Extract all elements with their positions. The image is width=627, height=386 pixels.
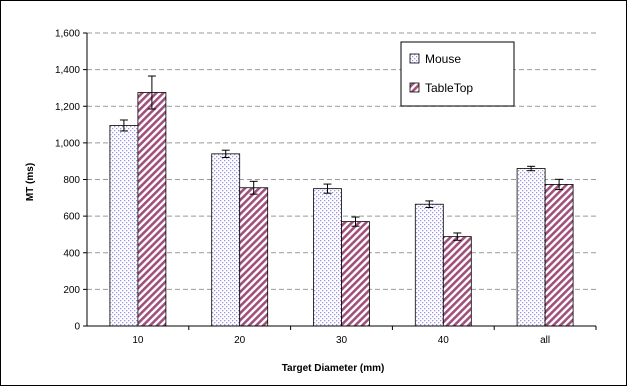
bar-mouse-30 bbox=[313, 188, 342, 327]
bars bbox=[109, 92, 574, 327]
error-bars bbox=[119, 75, 564, 241]
y-tick-label: 1,200 bbox=[55, 102, 80, 113]
x-tick-label: 40 bbox=[438, 335, 450, 346]
legend-swatch-tabletop bbox=[409, 82, 420, 93]
bar-tabletop-10 bbox=[137, 92, 167, 327]
y-tick-label: 800 bbox=[63, 175, 80, 186]
y-tick-label: 200 bbox=[63, 285, 80, 296]
y-tick-label: 1,000 bbox=[55, 138, 80, 149]
y-tick-label: 1,600 bbox=[55, 29, 80, 40]
x-tick-label: all bbox=[540, 335, 550, 346]
legend: Mouse TableTop bbox=[400, 41, 515, 107]
y-tick-label: 600 bbox=[63, 212, 80, 223]
y-tick-label: 0 bbox=[74, 322, 80, 333]
legend-swatch-mouse bbox=[409, 53, 420, 64]
bar-mouse-all bbox=[516, 168, 546, 327]
x-tick-labels: 10 20 30 40 all bbox=[132, 335, 550, 346]
y-tick-labels: 0 200 400 600 800 1,000 1,200 1,400 1,600 bbox=[55, 29, 80, 333]
x-tick-label: 20 bbox=[234, 335, 246, 346]
x-tick-label: 30 bbox=[336, 335, 348, 346]
bar-mouse-10 bbox=[109, 125, 139, 327]
bar-tabletop-40 bbox=[442, 236, 472, 327]
legend-box bbox=[400, 41, 515, 107]
y-axis-label: MT (ms) bbox=[25, 163, 36, 201]
x-axis-label: Target Diameter (mm) bbox=[282, 363, 385, 374]
x-tick-label: 10 bbox=[132, 335, 144, 346]
axes bbox=[83, 32, 597, 330]
legend-label-mouse: Mouse bbox=[425, 52, 461, 66]
bar-mouse-20 bbox=[211, 153, 241, 327]
bar-tabletop-all bbox=[544, 184, 574, 327]
bar-mouse-40 bbox=[414, 203, 444, 327]
bar-tabletop-20 bbox=[239, 187, 269, 327]
y-tick-label: 1,400 bbox=[55, 65, 80, 76]
legend-label-tabletop: TableTop bbox=[425, 81, 473, 95]
y-tick-label: 400 bbox=[63, 248, 80, 259]
bar-tabletop-30 bbox=[341, 221, 370, 327]
